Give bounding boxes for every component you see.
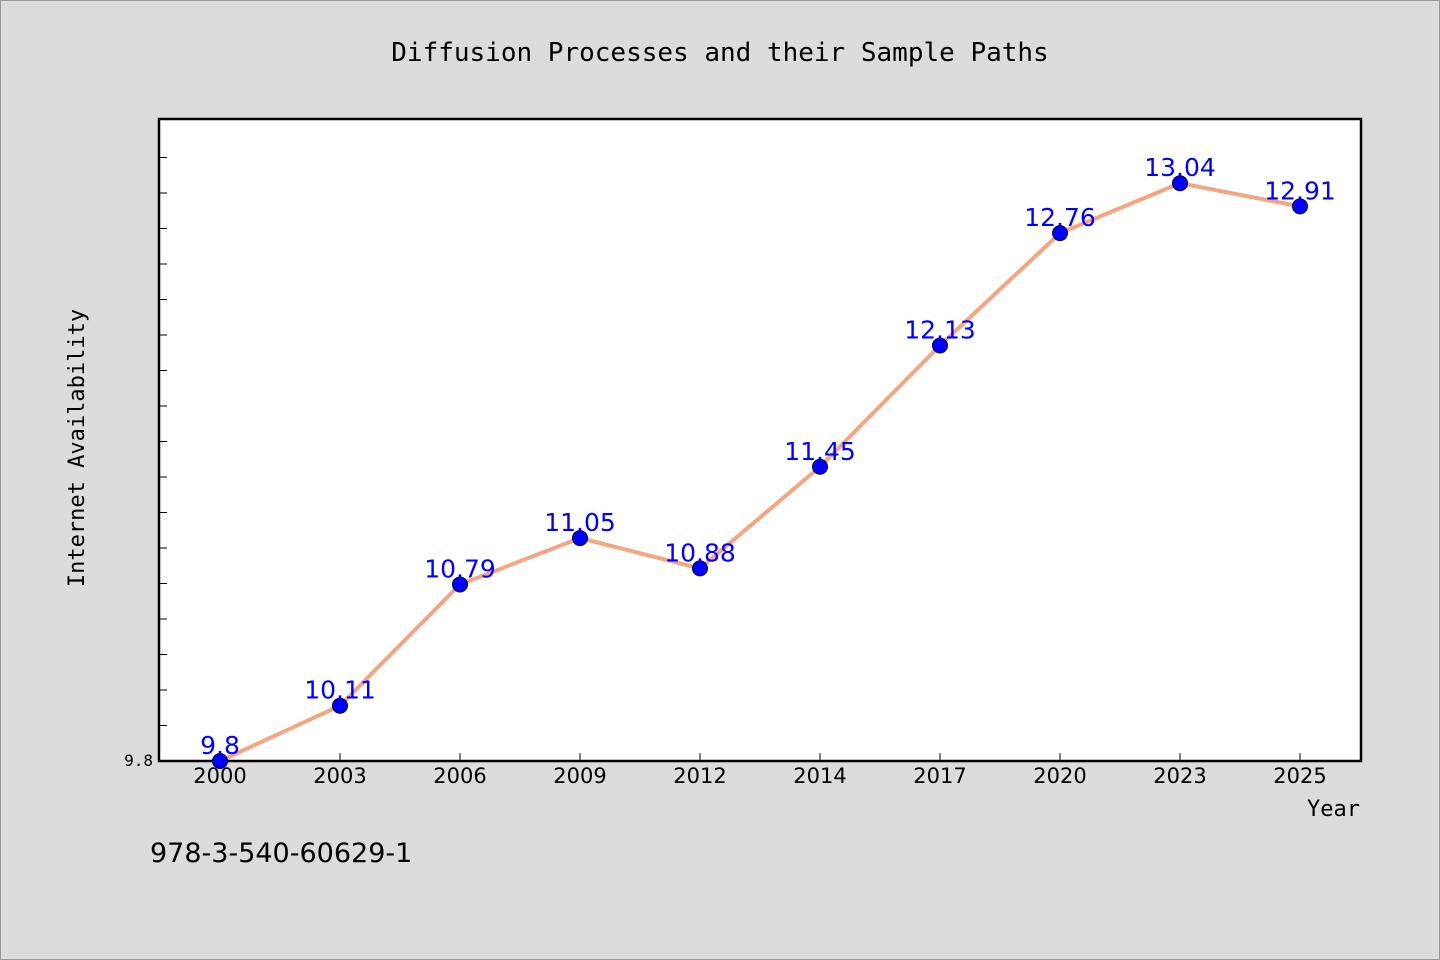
data-point	[1292, 198, 1308, 215]
data-point	[572, 530, 588, 547]
y-tick-label: 9.8	[124, 751, 153, 770]
data-point	[932, 337, 948, 354]
data-point	[1172, 175, 1188, 192]
data-label: 11.45	[784, 437, 856, 466]
data-label: 11.05	[544, 508, 616, 537]
data-label: 9.8	[200, 731, 240, 760]
data-point	[1052, 225, 1068, 242]
chart-title: Diffusion Processes and their Sample Pat…	[391, 38, 1048, 68]
data-point	[812, 458, 828, 475]
x-tick-label: 2025	[1273, 764, 1326, 788]
x-tick-label: 2006	[433, 764, 486, 788]
data-point	[332, 697, 348, 714]
x-tick-label: 2009	[553, 764, 606, 788]
x-axis-ticks: 2000 2003 2006 2009 2012 2014 2017 2020 2023 2025	[193, 753, 1327, 788]
plot-area	[157, 117, 1363, 763]
data-label: 12.91	[1264, 176, 1336, 205]
x-tick-label: 2014	[793, 764, 846, 788]
data-point	[212, 753, 228, 769]
x-tick-label: 2023	[1153, 764, 1206, 788]
data-label: 10.88	[664, 538, 736, 567]
data-point	[692, 560, 708, 577]
footer-code: 978-3-540-60629-1	[150, 838, 412, 869]
data-label: 10.79	[424, 554, 496, 583]
series-layer	[212, 175, 1308, 769]
y-axis-label: Internet Availability	[65, 309, 90, 587]
data-label: 12.13	[904, 315, 976, 344]
data-point	[452, 576, 468, 593]
series-line	[219, 181, 1301, 763]
x-axis-label: Year	[1307, 797, 1360, 822]
data-label-layer: 9.8 10.11 10.79 11.05 10.88 11.45 12.13 12.76 13…	[200, 153, 1336, 760]
x-tick-label: 2003	[313, 764, 366, 788]
data-label: 10.11	[304, 676, 376, 705]
data-label: 13.04	[1144, 153, 1216, 182]
data-label: 12.76	[1024, 203, 1096, 232]
x-tick-label: 2017	[913, 764, 966, 788]
x-tick-label: 2020	[1033, 764, 1086, 788]
x-tick-label: 2012	[673, 764, 726, 788]
y-axis-ticks	[159, 157, 167, 726]
